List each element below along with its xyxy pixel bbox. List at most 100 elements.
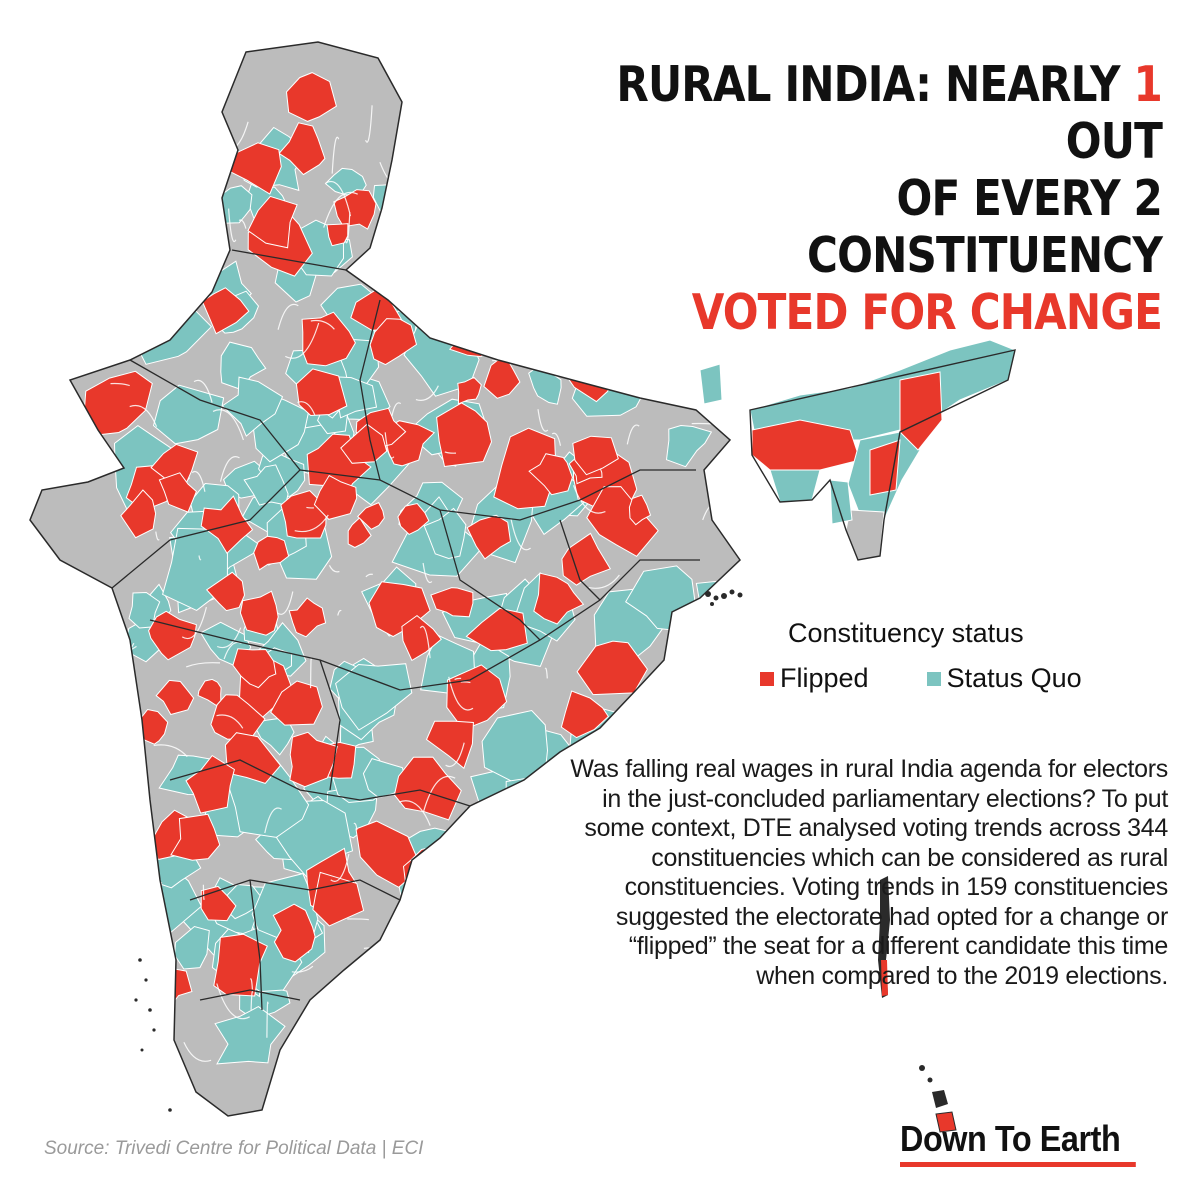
status-quo-constituency	[128, 591, 161, 629]
status-quo-constituency	[389, 971, 443, 1020]
constituency-boundary	[212, 409, 244, 441]
flipped-constituency	[313, 474, 358, 520]
constituency-boundary	[219, 456, 240, 482]
constituency-boundary	[411, 868, 425, 880]
flipped-constituency	[326, 223, 349, 247]
constituency-boundary	[310, 319, 335, 330]
constituency-boundary	[121, 214, 153, 247]
constituency-boundary	[119, 774, 134, 789]
flipped-constituency	[253, 535, 290, 571]
status-quo-constituency	[453, 843, 515, 920]
legend-label-status-quo: Status Quo	[946, 663, 1082, 693]
flipped-constituency	[457, 224, 510, 278]
constituency-boundary	[228, 208, 237, 242]
constituency-boundary	[181, 606, 207, 639]
flipped-constituency	[430, 912, 482, 955]
status-quo-constituency	[665, 424, 713, 468]
flipped-constituency	[465, 607, 528, 652]
headline: RURAL INDIA: NEARLY 1 OUT OF EVERY 2 CON…	[543, 56, 1163, 341]
constituency-boundary	[425, 1019, 447, 1053]
constituency-boundary	[537, 409, 549, 432]
flipped-constituency	[288, 597, 327, 638]
legend-item-status-quo: Status Quo	[926, 663, 1082, 694]
status-quo-constituency	[320, 283, 376, 342]
flipped-constituency	[148, 610, 197, 661]
status-quo-constituency	[411, 142, 459, 190]
flipped-constituency	[466, 514, 512, 560]
constituency-boundary	[365, 573, 373, 578]
flipped-constituency	[401, 614, 442, 662]
constituency-boundary	[331, 136, 340, 174]
legend-item-flipped: Flipped	[760, 663, 869, 694]
status-quo-constituency	[371, 248, 402, 287]
flipped-constituency	[369, 318, 418, 366]
status-quo-constituency	[430, 204, 482, 246]
status-quo-constituency	[102, 292, 157, 339]
constituency-boundary	[216, 983, 250, 1020]
status-quo-constituency	[466, 241, 539, 305]
constituency-boundary	[110, 382, 130, 387]
constituency-boundary	[103, 642, 135, 663]
constituency-boundary	[78, 167, 113, 205]
constituency-boundary	[460, 86, 488, 99]
constituency-boundary	[345, 211, 351, 244]
constituency-boundary	[250, 991, 254, 1010]
constituency-boundary	[384, 432, 395, 459]
constituency-boundary	[415, 385, 439, 401]
status-quo-constituency	[130, 114, 171, 157]
flipped-constituency	[430, 587, 474, 618]
constituency-boundary	[306, 506, 314, 509]
source-credit: Source: Trivedi Centre for Political Dat…	[44, 1138, 424, 1159]
flipped-constituency	[295, 368, 348, 417]
flipped-constituency	[560, 690, 610, 739]
constituency-boundary	[129, 405, 158, 427]
constituency-boundary	[631, 344, 667, 368]
flipped-constituency	[185, 754, 235, 814]
constituency-boundary	[140, 172, 147, 200]
constituency-boundary	[473, 988, 492, 1001]
flipped-constituency	[457, 376, 482, 405]
constituency-boundary	[544, 667, 548, 679]
flipped-constituency	[197, 678, 222, 707]
flipped-constituency	[493, 427, 557, 510]
flipped-constituency	[448, 316, 498, 358]
flipped-constituency	[495, 913, 542, 963]
status-quo-constituency	[174, 925, 210, 970]
status-quo-constituency	[510, 1007, 576, 1060]
constituency-boundary	[365, 105, 373, 143]
flipped-constituency	[628, 494, 652, 526]
status-quo-constituency	[528, 362, 562, 405]
constituency-boundary	[99, 150, 116, 187]
constituency-boundary	[353, 822, 358, 831]
constituency-boundary	[445, 742, 465, 767]
status-quo-constituency	[243, 464, 289, 506]
legend-label-flipped: Flipped	[780, 663, 869, 693]
constituency-boundary	[460, 681, 471, 684]
flipped-constituency	[356, 502, 385, 530]
flipped-constituency	[289, 731, 338, 788]
status-quo-constituency	[469, 985, 543, 1059]
flipped-constituency	[285, 72, 337, 122]
constituency-boundary	[510, 518, 531, 551]
flipped-constituency	[301, 311, 356, 367]
andaman-nicobar-islands	[878, 876, 957, 1133]
flipped-constituency	[347, 517, 372, 549]
constituency-boundary	[294, 514, 329, 533]
constituency-boundary	[729, 351, 740, 355]
status-quo-constituency	[372, 179, 415, 216]
constituency-boundary	[409, 938, 444, 963]
constituency-boundary	[183, 1042, 212, 1062]
constituency-boundary	[572, 485, 606, 514]
constituency-boundary	[486, 247, 523, 278]
constituency-boundary	[238, 219, 247, 229]
flipped-constituency	[155, 679, 195, 716]
constituency-boundary	[419, 102, 436, 130]
constituency-boundary	[291, 965, 314, 973]
constituency-boundary	[422, 775, 456, 812]
flipped-constituency	[247, 195, 298, 249]
india-outline	[29, 41, 741, 1117]
constituency-boundary	[120, 947, 148, 960]
constituency-boundary	[216, 627, 242, 649]
constituency-boundary	[150, 317, 169, 340]
